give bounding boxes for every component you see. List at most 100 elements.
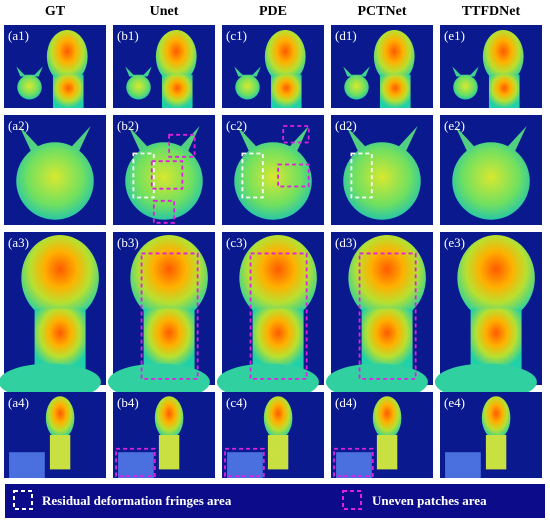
- bust-shoulder: [325, 363, 428, 401]
- panel: (b1): [113, 25, 215, 108]
- dashed-box: [140, 252, 199, 380]
- bust-head: [21, 235, 99, 321]
- blocks: [336, 452, 372, 478]
- dashed-box: [132, 152, 155, 199]
- cat-head: [453, 75, 478, 100]
- bust-head: [373, 29, 415, 84]
- panel-label: (d2): [335, 118, 357, 133]
- panel-label: (c3): [226, 235, 247, 250]
- panel: (e4): [440, 392, 542, 478]
- bust-head: [155, 29, 197, 84]
- panel-label: (b2): [117, 118, 139, 133]
- bust-neck: [267, 435, 289, 470]
- cat-head: [126, 75, 151, 100]
- bust-neck: [252, 308, 304, 370]
- blocks: [118, 452, 154, 478]
- cat-ears: [234, 66, 261, 77]
- dashed-box: [115, 447, 156, 478]
- bust-head: [46, 29, 88, 84]
- column-header: Unet: [150, 4, 179, 19]
- dashed-box: [224, 447, 265, 478]
- column-header: GT: [45, 4, 66, 19]
- panel-label: (a4): [8, 395, 29, 410]
- legend-text: Residual deformation fringes area: [42, 493, 232, 508]
- cat-head: [235, 75, 260, 100]
- bust-neck: [161, 74, 193, 108]
- column-header: PDE: [259, 4, 287, 19]
- bust-head: [45, 396, 75, 440]
- panel: (a2): [4, 115, 106, 225]
- dashed-box: [350, 152, 373, 199]
- dashed-box: [249, 252, 308, 380]
- bust-head: [130, 235, 208, 321]
- panel-label: (e2): [444, 118, 465, 133]
- panel-label: (c2): [226, 118, 247, 133]
- dashed-box: [152, 199, 176, 224]
- cat-head: [125, 142, 203, 220]
- panel-label: (a2): [8, 118, 29, 133]
- panel: (a4): [4, 392, 106, 478]
- dashed-box: [358, 252, 417, 380]
- bust-neck: [379, 74, 411, 108]
- bust-neck: [49, 435, 71, 470]
- panel-label: (b4): [117, 395, 139, 410]
- cat-ears: [16, 66, 43, 77]
- panel-label: (d3): [335, 235, 357, 250]
- bust-neck: [376, 435, 398, 470]
- bust-neck: [488, 74, 520, 108]
- panel: (c4): [222, 392, 324, 478]
- cat-ears: [125, 66, 152, 77]
- bust-head: [482, 29, 524, 84]
- legend-icon: [13, 490, 33, 510]
- panel: (e2): [440, 115, 542, 225]
- panel-label: (c4): [226, 395, 247, 410]
- panel-label: (b1): [117, 28, 139, 43]
- bust-shoulder: [434, 363, 537, 401]
- bust-neck: [52, 74, 84, 108]
- cat-head: [344, 75, 369, 100]
- panel: (e1): [440, 25, 542, 108]
- bust-head: [457, 235, 535, 321]
- bust-shoulder: [0, 363, 101, 401]
- panel: (b2): [113, 115, 215, 225]
- panel: (a1): [4, 25, 106, 108]
- column-header: PCTNet: [358, 4, 407, 19]
- panel: (c2): [222, 115, 324, 225]
- cat-head: [452, 142, 530, 220]
- cat-head: [234, 142, 312, 220]
- bust-neck: [361, 308, 413, 370]
- bust-neck: [270, 74, 302, 108]
- bust-head: [348, 235, 426, 321]
- panel: (e3): [434, 232, 542, 401]
- cat-head: [343, 142, 421, 220]
- blocks: [227, 452, 263, 478]
- bust-head: [154, 396, 184, 440]
- dashed-box: [241, 152, 264, 199]
- legend-box: [5, 484, 545, 518]
- bust-head: [263, 396, 293, 440]
- panel: (c1): [222, 25, 324, 108]
- panel: (a3): [0, 232, 106, 401]
- legend-text: Uneven patches area: [372, 493, 487, 508]
- legend-icon: [342, 490, 362, 510]
- bust-neck: [158, 435, 180, 470]
- bust-neck: [143, 308, 195, 370]
- panel: (d1): [331, 25, 433, 108]
- panel: (d3): [325, 232, 433, 401]
- panel: (d2): [331, 115, 433, 225]
- bust-head: [372, 396, 402, 440]
- cat-head: [17, 75, 42, 100]
- cat-head: [16, 142, 94, 220]
- bust-neck: [34, 308, 86, 370]
- dashed-box: [150, 160, 184, 190]
- dashed-box: [277, 163, 310, 188]
- bust-shoulder: [216, 363, 319, 401]
- panel-label: (c1): [226, 28, 247, 43]
- dashed-box: [168, 133, 196, 158]
- dashed-box: [333, 447, 374, 478]
- bust-head: [239, 235, 317, 321]
- panel-label: (a3): [8, 235, 29, 250]
- panel-label: (d4): [335, 395, 357, 410]
- panel-label: (a1): [8, 28, 29, 43]
